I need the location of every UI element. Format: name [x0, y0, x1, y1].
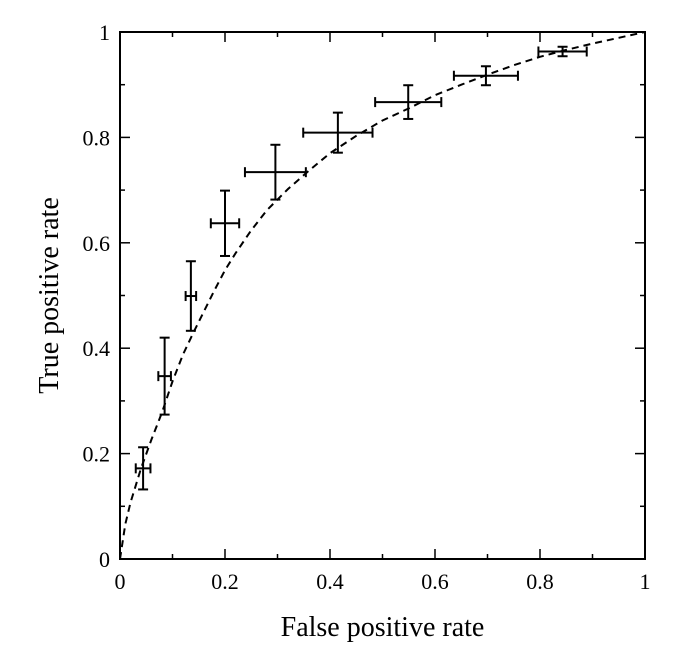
data-point	[452, 65, 519, 87]
y-axis-label: True positive rate	[34, 197, 65, 394]
x-tick-label: 0.8	[526, 569, 554, 594]
fit-curve-line	[119, 31, 646, 560]
y-tick-label: 0.8	[83, 125, 111, 150]
data-point	[243, 143, 307, 201]
data-point	[302, 111, 374, 154]
plot-frame	[119, 31, 646, 560]
y-tick-label: 1	[99, 20, 110, 45]
y-tick-label: 0.6	[83, 231, 111, 256]
y-tick-label: 0	[99, 547, 110, 572]
data-point	[537, 45, 588, 58]
x-tick-label: 0.6	[421, 569, 449, 594]
data-point	[374, 84, 443, 120]
y-tick-label: 0.2	[83, 442, 111, 467]
data-point	[157, 336, 172, 416]
data-point	[134, 446, 152, 491]
x-tick-label: 0	[115, 569, 126, 594]
data-point	[209, 189, 241, 257]
y-tick-label: 0.4	[83, 336, 111, 361]
data-points-layer	[134, 45, 588, 491]
x-tick-label: 0.2	[211, 569, 239, 594]
fit-curve-layer	[119, 31, 646, 560]
x-tick-label: 1	[640, 569, 651, 594]
data-point	[184, 260, 198, 332]
x-tick-label: 0.4	[316, 569, 344, 594]
axis-ticks-layer	[119, 31, 646, 560]
x-axis-label: False positive rate	[281, 612, 485, 643]
tick-labels-layer: 0 0.2 0.4 0.6 0.8 1 0 0.2 0.4 0.6 0.8 1	[83, 20, 651, 594]
